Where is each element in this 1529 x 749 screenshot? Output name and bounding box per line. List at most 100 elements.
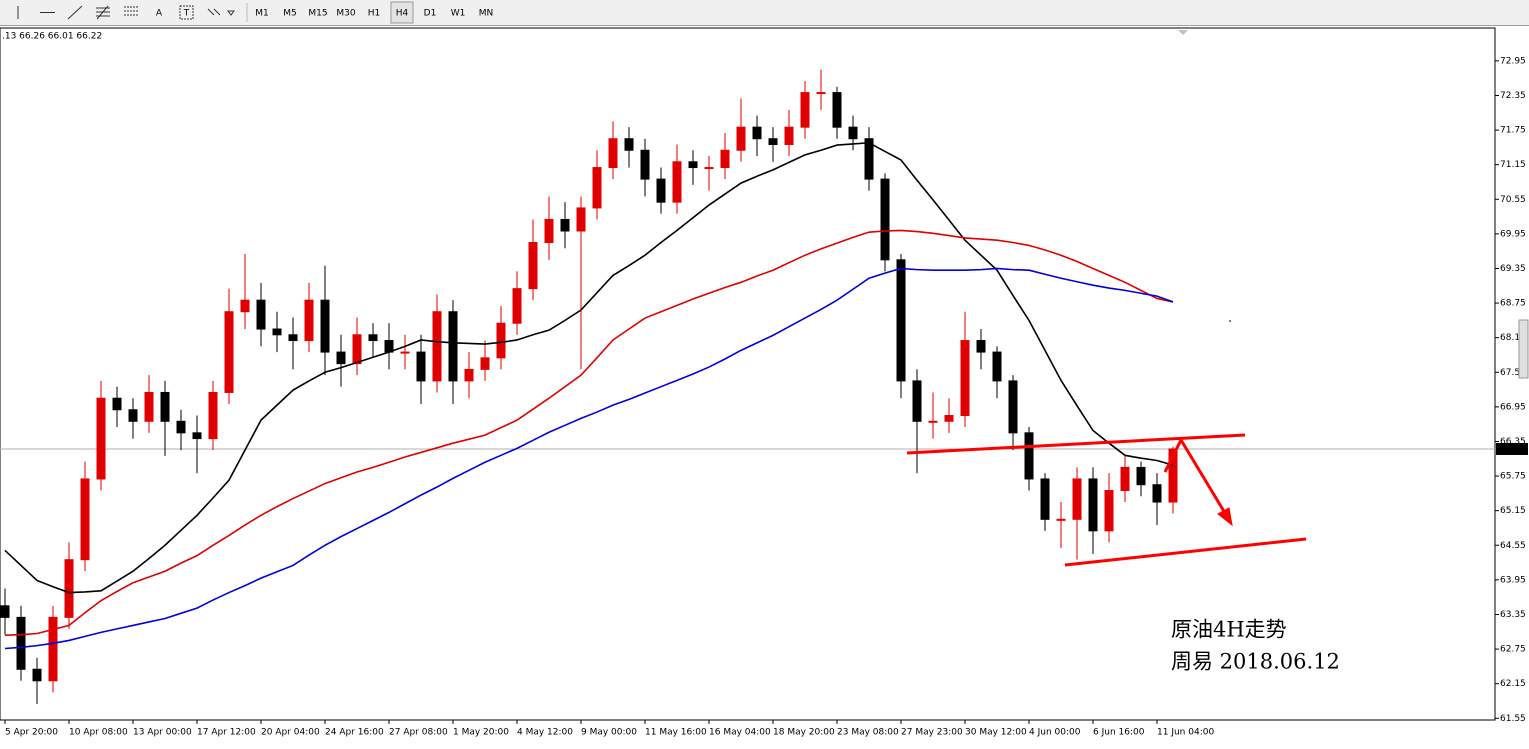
candle-body: [624, 138, 634, 151]
y-tick-label: 66.95: [1500, 402, 1526, 412]
timeframe-button[interactable]: M1: [255, 9, 269, 19]
x-tick-label: 5 Apr 20:00: [5, 728, 58, 738]
candle-body: [864, 138, 874, 180]
candle-body: [1008, 380, 1018, 434]
y-tick-label: 62.15: [1500, 679, 1526, 689]
timeframe-button[interactable]: H1: [368, 9, 381, 19]
resistance-line: [906, 433, 1246, 455]
moving-average: [4, 141, 1174, 594]
toolbar-icons: [17, 3, 248, 22]
candle-body: [432, 311, 442, 382]
timeframe-button[interactable]: M30: [336, 9, 355, 19]
x-tick-label: 13 Apr 00:00: [133, 728, 192, 738]
candle-body: [208, 391, 218, 440]
candle-body: [288, 334, 298, 342]
candle-body: [592, 167, 602, 209]
candle-body: [960, 340, 970, 417]
candle-body: [576, 207, 586, 232]
candle-body: [400, 351, 410, 354]
candle-body: [480, 357, 490, 370]
channel-tool[interactable]: [96, 5, 110, 20]
x-tick-label: 27 May 23:00: [901, 728, 963, 738]
drawn-objects: [906, 433, 1307, 567]
shift-marker: [1178, 30, 1188, 35]
y-tick-label: 68.15: [1500, 333, 1526, 343]
annotation-author-date: 周易 2018.06.12: [1171, 650, 1340, 674]
candle-body: [1040, 478, 1050, 520]
candle-body: [976, 340, 986, 353]
plot-frame: [0, 27, 1496, 721]
candle-body: [128, 409, 138, 422]
candle-body: [608, 138, 618, 169]
candle-body: [512, 288, 522, 324]
candle-body: [1168, 448, 1178, 503]
timeframe-button[interactable]: MN: [479, 9, 494, 19]
candle-body: [368, 334, 378, 342]
candle-body: [832, 92, 842, 128]
y-tick-label: 70.55: [1500, 195, 1526, 205]
y-tick-label: 72.35: [1500, 91, 1526, 101]
y-tick-label: 68.75: [1500, 299, 1526, 309]
y-tick-label: 64.55: [1500, 541, 1526, 551]
candle-body: [272, 328, 282, 336]
candle-body: [144, 391, 154, 422]
candle-body: [32, 668, 42, 682]
dot: [1229, 320, 1231, 322]
y-tick-label: 69.95: [1500, 229, 1526, 239]
candle-body: [352, 334, 362, 365]
forecast-arrow: [1179, 439, 1227, 514]
y-tick-label: 67.55: [1500, 368, 1526, 378]
arrows-tool[interactable]: [207, 8, 235, 16]
candle-body: [656, 178, 666, 203]
x-tick-label: 17 Apr 12:00: [197, 728, 256, 738]
x-tick-label: 23 May 08:00: [837, 728, 899, 738]
fibo-tool[interactable]: [124, 6, 138, 16]
candle-body: [896, 259, 906, 382]
timeframe-button[interactable]: D1: [424, 9, 437, 19]
y-tick-label: 72.95: [1500, 56, 1526, 66]
candle-body: [752, 126, 762, 140]
timeframe-button[interactable]: M5: [283, 9, 297, 19]
candle-body: [1088, 478, 1098, 532]
trendline-tool[interactable]: [67, 5, 83, 20]
arrow-head: [1217, 507, 1233, 527]
y-tick-label: 63.95: [1500, 575, 1526, 585]
annotation-title: 原油4H走势: [1171, 618, 1287, 642]
candle-body: [704, 167, 714, 170]
price-tag: [1496, 442, 1528, 455]
x-tick-label: 10 Apr 08:00: [69, 728, 128, 738]
candle-body: [848, 126, 858, 140]
y-tick-label: 69.35: [1500, 264, 1526, 274]
label-tool[interactable]: [179, 5, 194, 20]
moving-average: [4, 267, 1174, 650]
candle-body: [640, 149, 650, 180]
scroll-handle[interactable]: [1518, 319, 1529, 379]
plot: 61.55 62.15 62.75 63.35 63.95 64.55 65.15 65.75…: [0, 56, 1528, 738]
timeframe-button[interactable]: H4: [396, 9, 409, 19]
text-tool[interactable]: A: [156, 9, 163, 19]
y-tick-label: 65.75: [1500, 472, 1526, 482]
x-tick-label: 9 May 00:00: [581, 728, 637, 738]
candle-body: [880, 178, 890, 261]
candle-body: [800, 92, 810, 128]
x-tick-label: 4 Jun 00:00: [1029, 728, 1081, 738]
label-tool-glyph: T: [183, 9, 190, 19]
support-line: [1064, 537, 1307, 567]
candle-body: [304, 299, 314, 342]
candle-body: [768, 138, 778, 145]
price-tag-label: 66.22: [1499, 444, 1525, 454]
candle-body: [560, 218, 570, 232]
x-tick-label: 16 May 04:00: [709, 728, 771, 738]
active-timeframe: [390, 1, 414, 24]
timeframe-button[interactable]: M15: [308, 9, 327, 19]
candle-body: [1104, 489, 1114, 532]
x-tick-label: 1 May 20:00: [453, 728, 509, 738]
candle-body: [544, 218, 554, 244]
candle-body: [224, 311, 234, 393]
candle-body: [672, 161, 682, 203]
candle-body: [96, 397, 106, 480]
x-tick-label: 27 Apr 08:00: [389, 728, 448, 738]
timeframe-button[interactable]: W1: [451, 9, 466, 19]
candle-body: [336, 351, 346, 365]
candle-body: [1152, 484, 1162, 503]
